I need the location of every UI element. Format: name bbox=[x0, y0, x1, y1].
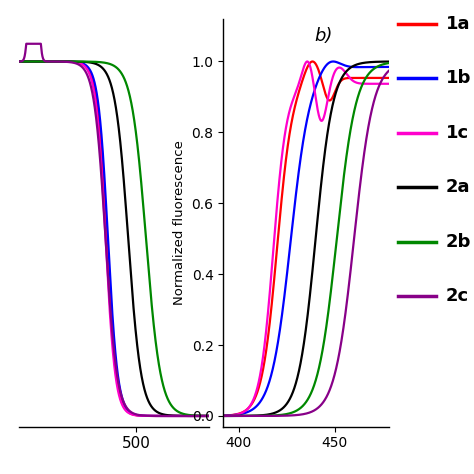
Text: 1a: 1a bbox=[446, 15, 470, 33]
Text: 2a: 2a bbox=[446, 178, 470, 196]
Text: 2b: 2b bbox=[446, 233, 471, 251]
Text: 2c: 2c bbox=[446, 287, 469, 305]
Text: 1b: 1b bbox=[446, 69, 471, 87]
Text: b): b) bbox=[314, 27, 333, 45]
Y-axis label: Normalized fluorescence: Normalized fluorescence bbox=[173, 140, 186, 305]
Text: 1c: 1c bbox=[446, 124, 469, 142]
